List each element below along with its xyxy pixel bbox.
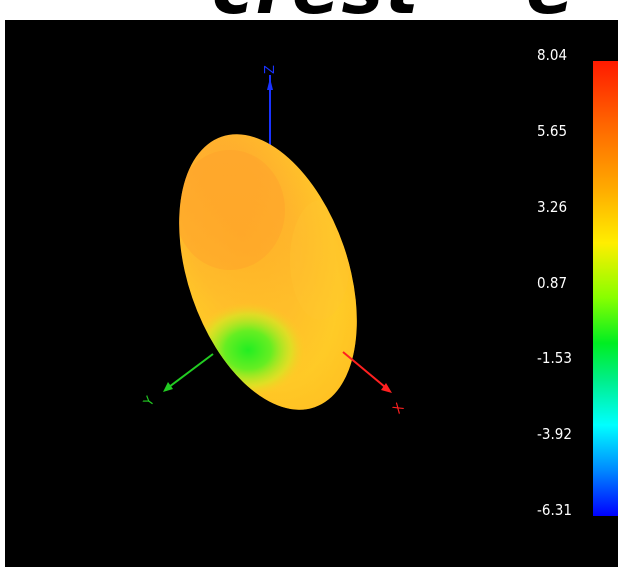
colorbar-tick-label: 8.04 bbox=[537, 46, 568, 64]
colorbar bbox=[593, 61, 618, 516]
scene-svg: Z X Y bbox=[141, 65, 408, 434]
top-banner-text: crest e bbox=[212, 0, 576, 20]
z-axis-label: Z bbox=[263, 65, 278, 74]
colorbar-tick-label: -3.92 bbox=[537, 425, 572, 443]
y-axis-arrow bbox=[163, 382, 173, 392]
y-axis-line bbox=[168, 353, 214, 388]
colorbar-tick-label: 0.87 bbox=[537, 274, 568, 292]
colorbar-tick-label: 5.65 bbox=[537, 122, 568, 140]
y-axis-label: Y bbox=[141, 394, 158, 410]
ellipsoid-surface[interactable] bbox=[146, 111, 390, 434]
colorbar-tick-label: 3.26 bbox=[537, 198, 568, 216]
x-axis-label: X bbox=[390, 400, 407, 417]
3d-viewport[interactable]: Z X Y 8.04 5.65 3.26 0.87 -1.53 -3.92 -6… bbox=[5, 20, 618, 567]
x-axis-line bbox=[342, 351, 386, 388]
colorbar-tick-label: -6.31 bbox=[537, 501, 572, 519]
top-banner: crest e bbox=[0, 0, 618, 20]
colorbar-tick-label: -1.53 bbox=[537, 349, 572, 367]
z-axis-arrow bbox=[267, 78, 273, 90]
x-axis-arrow bbox=[381, 383, 392, 393]
